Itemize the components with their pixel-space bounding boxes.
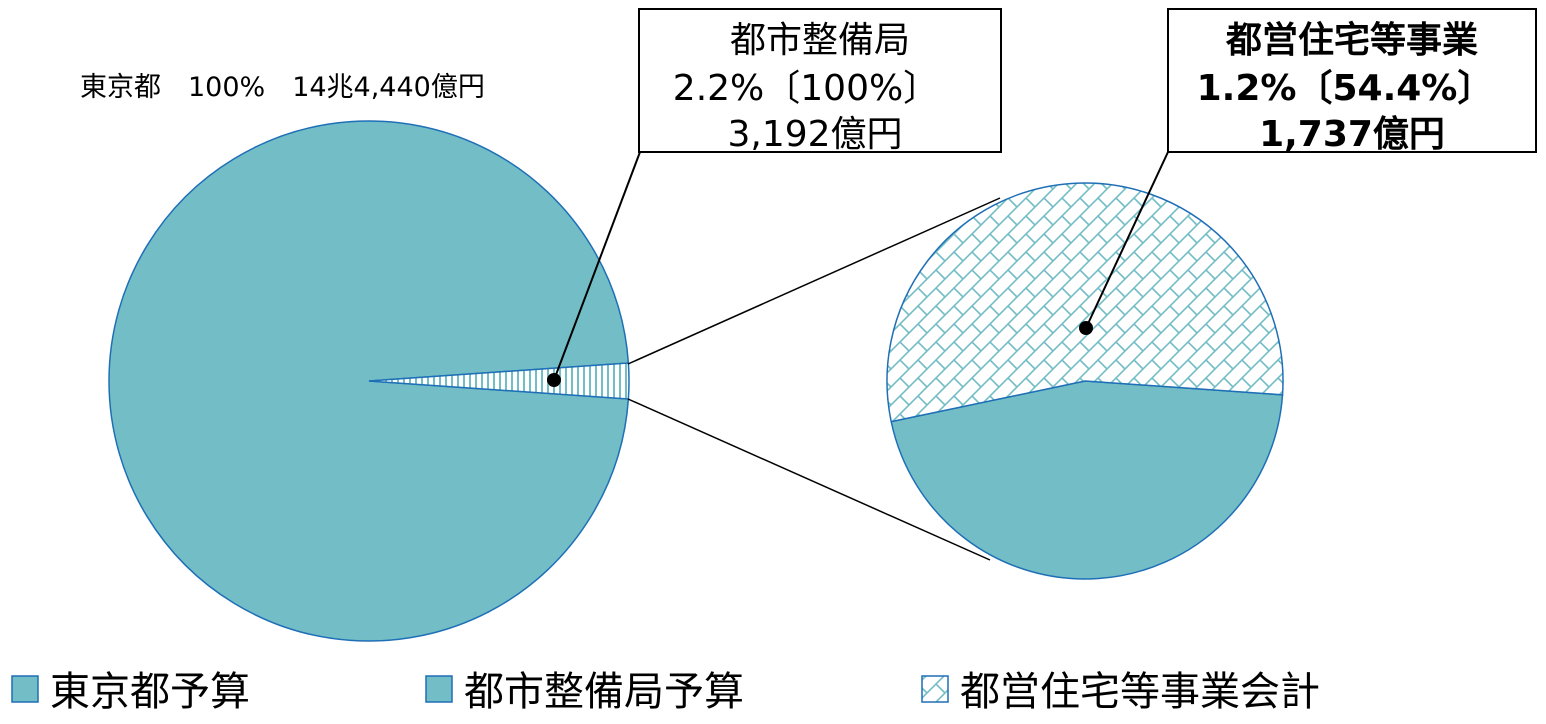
callout-leader-1 [553, 151, 641, 381]
callout-dot-1 [547, 373, 561, 387]
tokyo-total-label: 東京都 100% 14兆4,440億円 [80, 72, 485, 103]
callout-metro-housing: 都営住宅等事業 1.2%〔54.4%〕 1,737億円 [1079, 8, 1537, 335]
callout-box-2 [1167, 8, 1537, 153]
zoom-line-bottom [627, 398, 991, 561]
legend-swatch-bureau [425, 675, 453, 703]
callout-1-line-3: 3,192億円 [727, 114, 902, 155]
legend-label-bureau: 都市整備局予算 [464, 669, 744, 715]
callout-box-1 [638, 8, 1002, 153]
urban-dev-bureau-pie [886, 182, 1284, 580]
legend-swatch-tokyo [11, 675, 39, 703]
slice-tokyo-budget [108, 120, 630, 642]
legend-swatch-housing [921, 675, 949, 703]
callout-dot-2 [1079, 321, 1093, 335]
legend-label-housing: 都営住宅等事業会計 [960, 669, 1320, 715]
callout-urban-dev-bureau: 都市整備局 2.2%〔100%〕 3,192億円 [547, 8, 1002, 387]
callout-1-line-1: 都市整備局 [730, 20, 910, 61]
tokyo-budget-pie [108, 120, 630, 642]
callout-leader-2 [1085, 151, 1169, 329]
zoom-line-top [627, 197, 1001, 365]
callout-1-line-2: 2.2%〔100%〕 [673, 68, 939, 109]
legend: 東京都予算 都市整備局予算 都営住宅等事業会計 [11, 669, 1320, 715]
callout-2-line-1: 都営住宅等事業 [1225, 19, 1478, 61]
slice-metro-housing [886, 182, 1284, 423]
callout-2-line-2: 1.2%〔54.4%〕 [1197, 67, 1494, 109]
legend-label-tokyo: 東京都予算 [50, 669, 250, 715]
callout-2-line-3: 1,737億円 [1259, 114, 1445, 155]
slice-other [890, 380, 1284, 580]
